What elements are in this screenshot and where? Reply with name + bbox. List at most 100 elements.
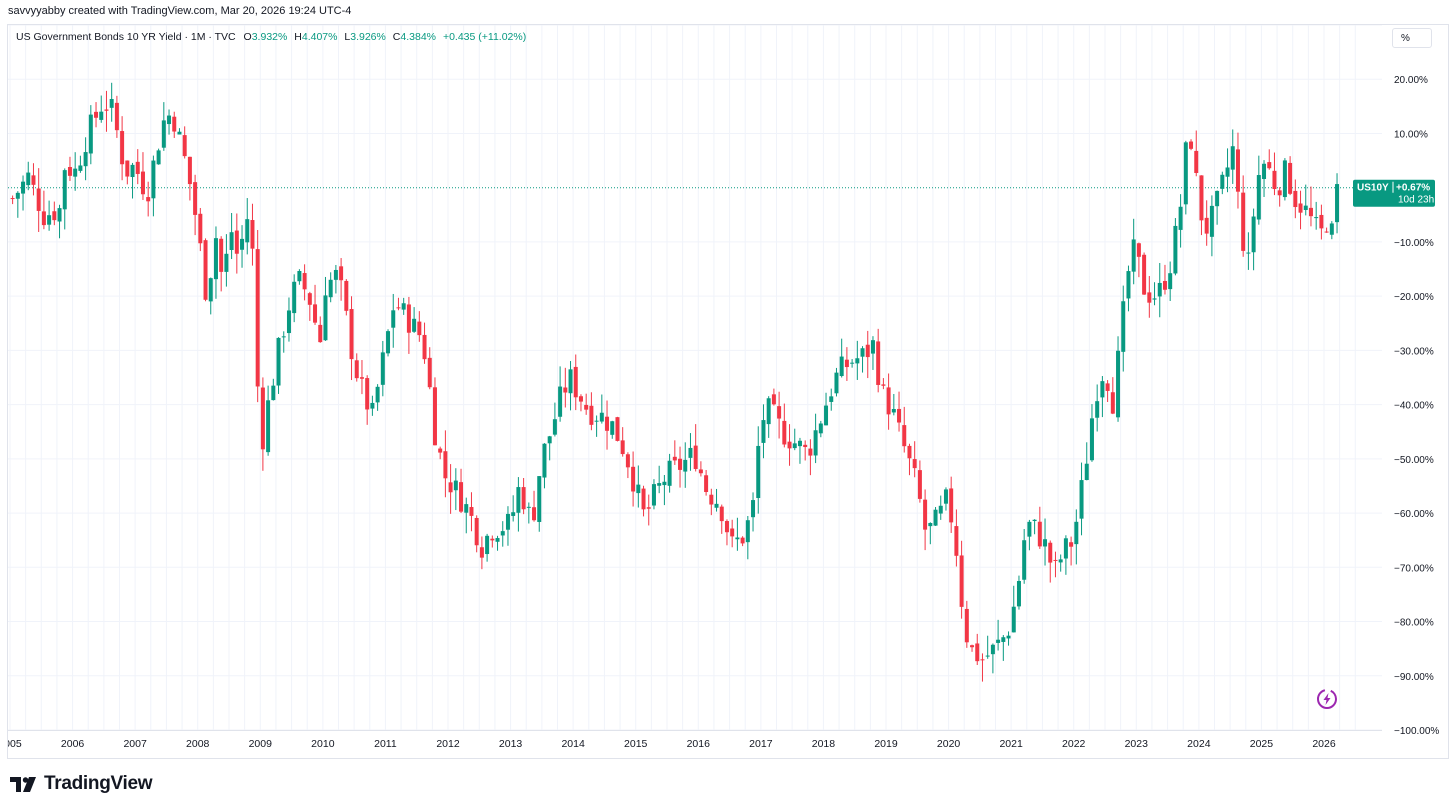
x-tick-label: 2018 [812,738,836,750]
candle-body [886,387,891,415]
candle-body [26,172,31,186]
candle-body [834,372,839,394]
x-tick-label: 2006 [61,738,85,750]
candle-body [594,420,599,422]
candle-body [808,448,813,456]
candle-body [41,211,46,226]
candle-body [589,405,594,425]
y-tick-label: 10.00% [1394,129,1428,140]
y-tick-label: −90.00% [1394,672,1434,683]
candle-body [401,303,406,310]
candle-body [558,386,563,417]
candle-body [1256,175,1261,220]
candle-body [678,458,683,470]
candle-body [151,160,156,199]
candle-body [276,337,281,386]
candle-body [970,645,975,648]
candle-body [1293,190,1298,208]
price-tag-symbol: US10Y [1357,183,1389,194]
candle-body [683,459,688,472]
candle-body [1100,381,1105,398]
candle-body [1001,637,1006,642]
symbol-legend[interactable]: US Government Bonds 10 YR Yield · 1M · T… [16,31,526,43]
y-axis[interactable]: 20.00% 10.00% −10.00% −20.00% −30.00% −40.00%… [1394,75,1439,737]
y-tick-label: −80.00% [1394,618,1434,629]
candlestick-chart[interactable]: 20.00% 10.00% −10.00% −20.00% −30.00% −40.00%… [8,25,1448,758]
candle-body [370,402,375,409]
candle-body [135,161,140,174]
y-tick-label: −40.00% [1394,401,1434,412]
candle-body [109,98,114,108]
candle-body [714,503,719,508]
x-tick-label: 2014 [561,738,585,750]
candle-body [782,420,787,445]
candle-body [876,341,881,385]
candle-body [813,430,818,456]
candle-body [328,279,333,298]
candle-body [302,273,307,290]
x-tick-label: 2021 [999,738,1023,750]
candle-body [130,164,135,178]
candle-body [578,396,583,402]
y-tick-label: −30.00% [1394,346,1434,357]
candle-body [547,436,552,444]
chart-pane[interactable]: US Government Bonds 10 YR Yield · 1M · T… [7,24,1449,759]
candle-body [1215,190,1220,207]
candle-body [610,421,615,435]
candle-body [797,440,802,447]
candle-body [234,230,239,254]
x-tick-label: 2020 [937,738,961,750]
creator-line: savvyyabby created with TradingView.com,… [8,5,352,17]
candle-body [47,215,52,225]
candle-body [1089,418,1094,461]
candle-body [516,487,521,513]
candle-body [78,165,83,171]
candle-body [172,116,177,132]
candle-body [469,507,474,516]
candle-body [167,115,172,125]
high-value: 4.407% [301,31,338,43]
candle-body [313,304,318,323]
candle-body [552,419,557,435]
candle-body [1157,282,1162,297]
candle-body [829,396,834,402]
candle-body [573,366,578,398]
candle-body [396,307,401,309]
candle-body [271,385,276,401]
x-axis[interactable]: 2005 2006 2007 2008 2009 2010 2011 2012 2013 2014… [8,738,1336,750]
candle-body [1126,271,1131,299]
candle-body [761,420,766,443]
candle-body [1178,206,1183,230]
candle-body [938,505,943,514]
lightning-icon[interactable] [1316,688,1338,710]
candle-body [1043,539,1048,547]
candle-body [1303,205,1308,210]
candle-body [1058,559,1063,563]
candle-body [1262,163,1267,180]
candle-body [672,456,677,461]
candle-body [422,334,427,360]
candle-body [824,405,829,426]
candle-body [511,512,516,516]
x-tick-label: 2023 [1125,738,1149,750]
candle-body [532,507,537,521]
candle-body [1298,203,1303,213]
candle-body [1267,162,1272,169]
candle-body [719,506,724,522]
candle-body [735,537,740,540]
candle-body [1032,519,1037,522]
x-tick-label: 2019 [874,738,898,750]
candle-body [62,170,67,210]
candle-body [730,528,735,537]
candle-body [1235,149,1240,192]
y-tick-label: −100.00% [1394,726,1439,737]
candle-body [1194,150,1199,173]
percent-scale-button[interactable]: % [1392,28,1432,48]
candle-body [1006,635,1011,639]
candle-body [1204,217,1209,234]
symbol-title[interactable]: US Government Bonds 10 YR Yield · 1M · T… [16,31,236,43]
candle-body [99,111,104,120]
candle-body [657,483,662,486]
y-tick-label: 20.00% [1394,75,1428,86]
candle-body [349,309,354,360]
